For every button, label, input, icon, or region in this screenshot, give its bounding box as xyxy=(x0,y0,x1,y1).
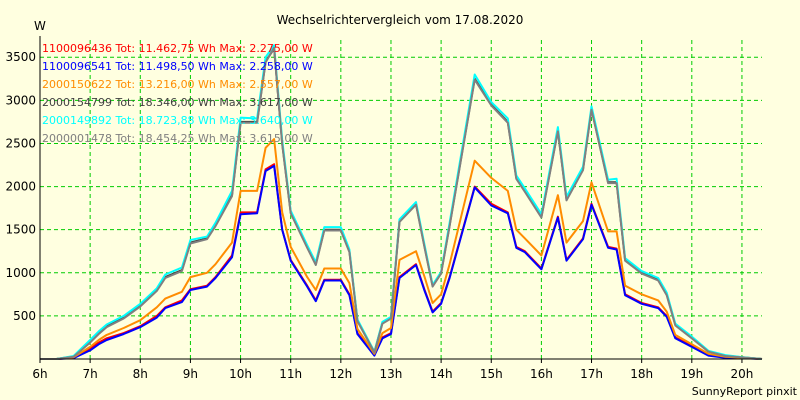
legend-entry-2000154799: 2000154799 Tot: 18.346,00 Wh Max: 3.617,… xyxy=(42,96,313,109)
x-tick-label: 10h xyxy=(229,367,252,381)
y-tick-label: 1000 xyxy=(5,266,36,280)
x-tick-label: 11h xyxy=(279,367,302,381)
x-tick-label: 18h xyxy=(630,367,653,381)
series-line-1100096436 xyxy=(40,163,763,360)
y-tick-label: 2000 xyxy=(5,180,36,194)
x-tick-label: 12h xyxy=(329,367,352,381)
series-line-2000149892 xyxy=(40,44,763,360)
y-tick-label: 2500 xyxy=(5,136,36,150)
y-tick-label: 1500 xyxy=(5,223,36,237)
y-tick-label: 3500 xyxy=(5,50,36,64)
x-tick-label: 17h xyxy=(580,367,603,381)
series-line-2000150622 xyxy=(40,138,763,360)
x-tick-label: 6h xyxy=(32,367,47,381)
series-line-1100096541 xyxy=(40,164,763,360)
legend-entry-2000149892: 2000149892 Tot: 18.723,88 Wh Max: 3.640,… xyxy=(42,114,313,127)
y-axis-unit-label: W xyxy=(34,19,46,33)
x-tick-label: 13h xyxy=(380,367,403,381)
y-tick-label: 500 xyxy=(13,309,36,323)
legend: 1100096436 Tot: 11.462,75 Wh Max: 2.275,… xyxy=(42,42,313,145)
series-layer xyxy=(40,44,763,360)
x-tick-label: 9h xyxy=(183,367,198,381)
axis-layer: 500 1000 1500 2000 2500 3000 3500 6h 7h 8h 9h 10h 11… xyxy=(5,36,762,381)
x-tick-label: 8h xyxy=(133,367,148,381)
x-tick-label: 16h xyxy=(530,367,553,381)
series-line-2000001478 xyxy=(40,46,763,360)
chart-title: Wechselrichtervergleich vom 17.08.2020 xyxy=(277,13,524,27)
grid-layer xyxy=(40,40,762,359)
legend-entry-1100096436: 1100096436 Tot: 11.462,75 Wh Max: 2.275,… xyxy=(42,42,313,55)
legend-entry-2000150622: 2000150622 Tot: 13.216,00 Wh Max: 2.557,… xyxy=(42,78,313,91)
x-tick-label: 20h xyxy=(731,367,754,381)
x-tick-label: 19h xyxy=(680,367,703,381)
x-tick-label: 14h xyxy=(430,367,453,381)
x-tick-label: 7h xyxy=(83,367,98,381)
legend-entry-2000001478: 2000001478 Tot: 18.454,25 Wh Max: 3.615,… xyxy=(42,132,313,145)
legend-entry-1100096541: 1100096541 Tot: 11.498,50 Wh Max: 2.258,… xyxy=(42,60,313,73)
footer-credit: SunnyReport pinxit xyxy=(692,385,798,398)
y-tick-label: 3000 xyxy=(5,93,36,107)
x-tick-label: 15h xyxy=(480,367,503,381)
